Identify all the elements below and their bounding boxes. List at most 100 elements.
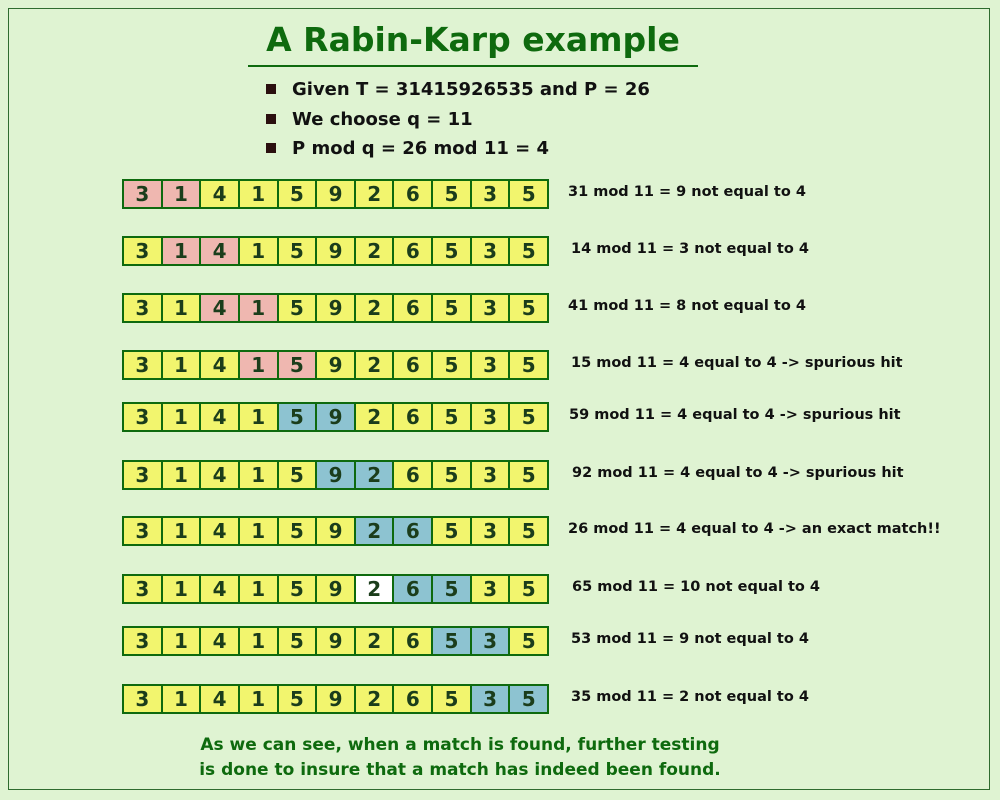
bullet-list: Given T = 31415926535 and P = 26 We choo… [266, 77, 650, 166]
digit-cell: 5 [433, 462, 472, 488]
digit-cell: 1 [162, 181, 202, 207]
step-caption: 53 mod 11 = 9 not equal to 4 [571, 631, 809, 647]
digit-cell: 2 [355, 576, 395, 602]
digit-cell: 3 [124, 238, 163, 264]
digit-cell: 6 [394, 295, 434, 321]
digit-cell: 6 [394, 518, 434, 544]
digit-cell: 1 [239, 352, 279, 378]
digit-cell: 1 [162, 462, 202, 488]
digit-cell: 1 [162, 628, 202, 654]
conclusion-line: As we can see, when a match is found, fu… [200, 735, 720, 755]
digit-cell: 1 [239, 628, 279, 654]
digit-cell: 1 [162, 686, 202, 712]
digit-cell: 5 [433, 518, 472, 544]
digit-cell: 6 [394, 462, 434, 488]
digit-cell: 3 [471, 352, 511, 378]
digit-cell: 4 [201, 295, 240, 321]
digit-cell: 1 [239, 181, 279, 207]
digit-cell: 9 [317, 404, 356, 430]
digit-cell: 1 [239, 518, 279, 544]
digit-cell: 3 [124, 181, 163, 207]
digit-cell: 4 [201, 462, 240, 488]
digit-cell: 1 [239, 295, 279, 321]
digit-cell: 5 [278, 181, 318, 207]
digit-cell: 6 [394, 576, 434, 602]
digit-cell: 1 [239, 576, 279, 602]
digit-cell: 4 [201, 404, 240, 430]
digit-cell: 9 [317, 462, 356, 488]
step-caption: 92 mod 11 = 4 equal to 4 -> spurious hit [572, 465, 904, 481]
digit-cell: 1 [239, 404, 279, 430]
digit-cell: 6 [394, 686, 434, 712]
digit-cell: 5 [433, 352, 472, 378]
digit-cell: 9 [317, 352, 356, 378]
digit-cell: 3 [124, 404, 163, 430]
digit-cell: 3 [471, 295, 511, 321]
digit-cell: 6 [394, 404, 434, 430]
bullet-text: Given T = 31415926535 and P = 26 [292, 79, 650, 100]
digit-cell: 5 [433, 295, 472, 321]
bullet-square-icon [266, 113, 276, 124]
digit-cell: 1 [239, 462, 279, 488]
digit-cell: 9 [317, 295, 356, 321]
digit-cell: 4 [201, 628, 240, 654]
digit-cell: 9 [317, 238, 356, 264]
digit-cell: 2 [355, 181, 395, 207]
digit-cell: 3 [124, 352, 163, 378]
digit-cell: 9 [317, 518, 356, 544]
step-caption: 59 mod 11 = 4 equal to 4 -> spurious hit [569, 407, 901, 423]
digit-cell: 4 [201, 518, 240, 544]
step-caption: 41 mod 11 = 8 not equal to 4 [568, 298, 806, 314]
digit-cell: 5 [433, 238, 472, 264]
digit-cell: 1 [162, 238, 202, 264]
title-underline [248, 65, 698, 67]
digit-cell: 5 [278, 576, 318, 602]
digit-cell: 5 [278, 404, 318, 430]
conclusion-line: is done to insure that a match has indee… [199, 760, 721, 780]
digit-cell: 5 [510, 181, 548, 207]
digit-cell: 1 [162, 352, 202, 378]
bullet-square-icon [266, 143, 276, 153]
digit-cell: 6 [394, 181, 434, 207]
digit-cell: 5 [278, 352, 318, 378]
digit-cell: 3 [471, 404, 511, 430]
digit-cell: 4 [201, 238, 240, 264]
digit-cell: 4 [201, 181, 240, 207]
bullet-item: Given T = 31415926535 and P = 26 [266, 77, 650, 107]
bullet-item: P mod q = 26 mod 11 = 4 [266, 136, 650, 166]
digit-cell: 5 [433, 404, 472, 430]
digit-cell: 5 [510, 404, 548, 430]
digit-cell: 2 [355, 352, 395, 378]
digit-cell: 5 [510, 518, 548, 544]
digit-cell: 5 [510, 352, 548, 378]
digit-cell: 5 [510, 628, 548, 654]
bullet-text: We choose q = 11 [292, 108, 473, 130]
digit-cell: 5 [278, 628, 318, 654]
digit-cell: 2 [355, 518, 395, 544]
digit-cell: 5 [278, 295, 318, 321]
digit-cell: 9 [317, 181, 356, 207]
digit-cell: 2 [355, 238, 395, 264]
digit-cell: 5 [433, 686, 472, 712]
step-caption: 35 mod 11 = 2 not equal to 4 [571, 689, 809, 705]
digit-cell: 3 [471, 462, 511, 488]
digit-cell: 1 [162, 404, 202, 430]
step-caption: 31 mod 11 = 9 not equal to 4 [568, 184, 806, 200]
digit-cell: 3 [471, 576, 511, 602]
digit-cell: 3 [124, 576, 163, 602]
digit-cell: 5 [433, 181, 472, 207]
digit-cell: 2 [355, 295, 395, 321]
digit-cell: 3 [124, 686, 163, 712]
bullet-square-icon [266, 84, 276, 94]
digit-cell: 2 [355, 404, 395, 430]
digit-cell: 3 [471, 238, 511, 264]
digit-cell: 3 [471, 518, 511, 544]
digit-cell: 5 [278, 518, 318, 544]
